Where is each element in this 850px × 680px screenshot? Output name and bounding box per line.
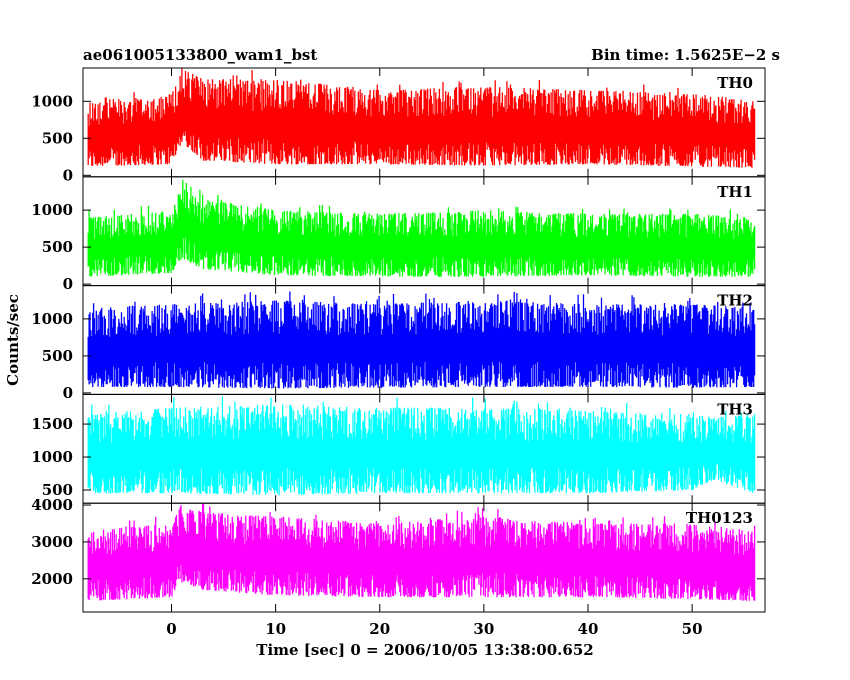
y-tick-label-th0123: 4000 bbox=[31, 496, 73, 514]
y-tick-label-th3: 1000 bbox=[31, 448, 73, 466]
y-tick-label-th0123: 3000 bbox=[31, 533, 73, 551]
y-tick-label-th0123: 2000 bbox=[31, 570, 73, 588]
y-tick-label-th2: 500 bbox=[42, 347, 73, 365]
panel-label-th0123: TH0123 bbox=[686, 509, 753, 527]
y-tick-label-th2: 1000 bbox=[31, 310, 73, 328]
series-th2 bbox=[87, 291, 756, 389]
y-axis-label: Counts/sec bbox=[4, 294, 22, 386]
panel-label-th1: TH1 bbox=[717, 183, 753, 201]
panel-label-th2: TH2 bbox=[717, 292, 753, 310]
x-axis-label: Time [sec] 0 = 2006/10/05 13:38:00.652 bbox=[256, 641, 593, 659]
series-th3 bbox=[87, 396, 756, 496]
series-th1 bbox=[87, 179, 756, 277]
y-tick-label-th3: 500 bbox=[42, 481, 73, 499]
y-tick-label-th1: 1000 bbox=[31, 201, 73, 219]
x-tick-label: 50 bbox=[682, 620, 703, 638]
y-tick-label-th3: 1500 bbox=[31, 415, 73, 433]
series-th0123 bbox=[87, 503, 756, 601]
panel-label-th3: TH3 bbox=[717, 400, 753, 418]
x-tick-label: 10 bbox=[265, 620, 286, 638]
y-tick-label-th0: 0 bbox=[63, 166, 73, 184]
y-tick-label-th2: 0 bbox=[63, 384, 73, 402]
x-tick-label: 30 bbox=[473, 620, 494, 638]
panel-label-th0: TH0 bbox=[717, 74, 753, 92]
panels-group: 05001000TH005001000TH105001000TH25001000… bbox=[31, 67, 766, 638]
panel-frame-th0123 bbox=[82, 502, 766, 613]
chart-title: ae061005133800_wam1_bst bbox=[83, 46, 317, 64]
y-tick-label-th1: 500 bbox=[42, 238, 73, 256]
y-tick-label-th1: 0 bbox=[63, 275, 73, 293]
bin-time-label: Bin time: 1.5625E−2 s bbox=[591, 46, 780, 64]
series-th0 bbox=[87, 68, 756, 168]
y-tick-label-th0: 1000 bbox=[31, 92, 73, 110]
x-tick-label: 40 bbox=[578, 620, 599, 638]
x-tick-label: 20 bbox=[369, 620, 390, 638]
y-tick-label-th0: 500 bbox=[42, 129, 73, 147]
x-tick-label: 0 bbox=[166, 620, 176, 638]
